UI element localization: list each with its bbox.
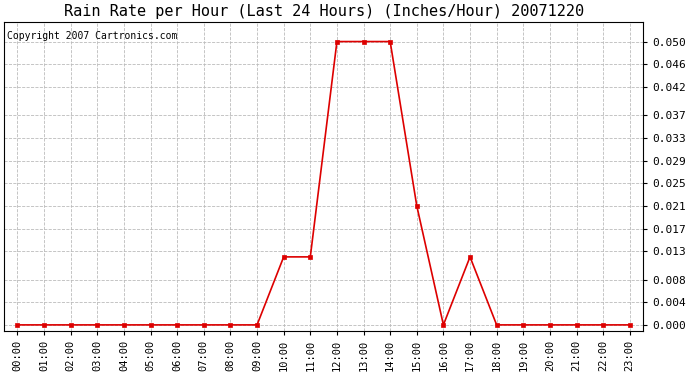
Title: Rain Rate per Hour (Last 24 Hours) (Inches/Hour) 20071220: Rain Rate per Hour (Last 24 Hours) (Inch… xyxy=(63,4,584,19)
Text: Copyright 2007 Cartronics.com: Copyright 2007 Cartronics.com xyxy=(8,31,178,41)
